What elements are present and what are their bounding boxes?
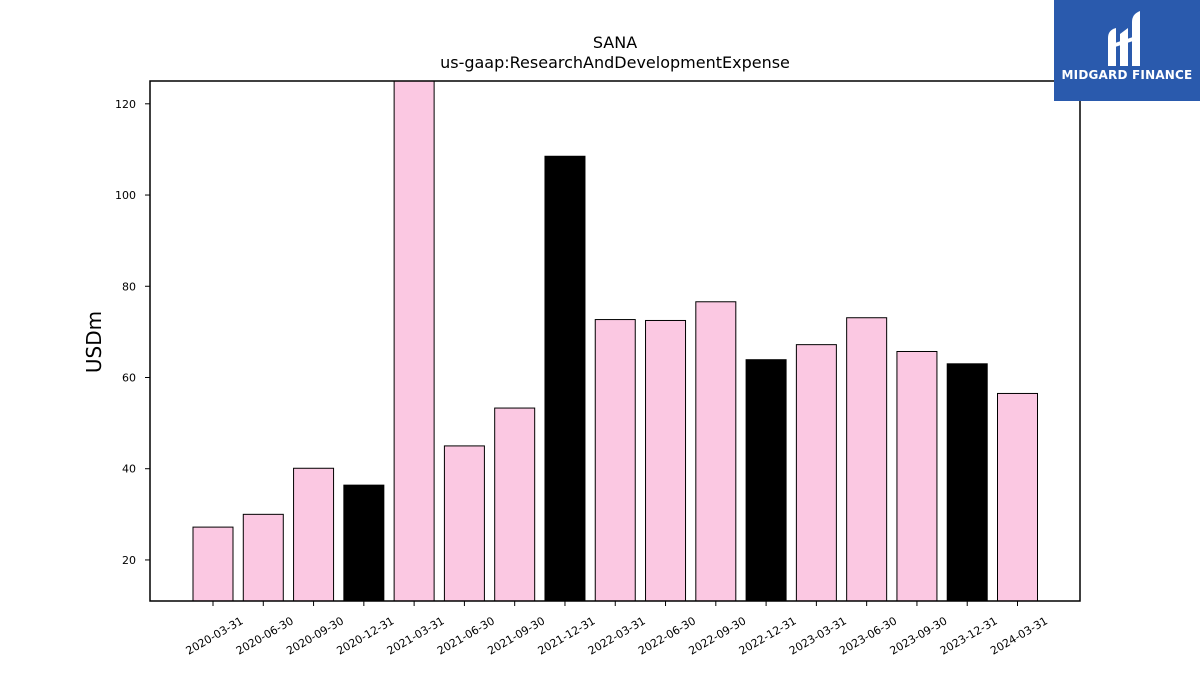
plot-frame	[149, 80, 1081, 602]
y-tick-label: 80	[122, 280, 136, 293]
bar-2020-06-30	[242, 513, 284, 602]
y-tick-label: 20	[122, 554, 136, 567]
bar-2021-09-30	[494, 407, 536, 602]
bar-2021-12-31	[544, 155, 586, 602]
logo-mark-icon	[1108, 11, 1140, 66]
bar-2023-06-30	[846, 317, 888, 602]
bar-2023-09-30	[896, 350, 938, 602]
bar-2020-09-30	[293, 467, 335, 602]
bars-group	[192, 80, 1038, 602]
bar-2020-12-31	[343, 484, 385, 602]
y-axis-ticks: 20 40 60 80 100 120	[115, 98, 150, 567]
x-tick-label: 2024-03-31	[988, 614, 1050, 657]
bar-2021-03-31	[393, 80, 435, 602]
y-axis-label: USDm	[82, 311, 106, 373]
chart-subtitle: us-gaap:ResearchAndDevelopmentExpense	[440, 53, 790, 72]
bar-2021-06-30	[443, 445, 485, 602]
bar-2022-09-30	[695, 301, 737, 602]
midgard-finance-logo: MIDGARD FINANCE	[1054, 0, 1200, 101]
chart-title: SANA	[593, 33, 637, 52]
y-tick-label: 120	[115, 98, 136, 111]
y-tick-label: 100	[115, 189, 136, 202]
bar-2020-03-31	[192, 526, 234, 602]
bar-2024-03-31	[997, 392, 1038, 602]
bar-2023-12-31	[946, 363, 988, 602]
y-tick-label: 60	[122, 371, 136, 384]
bar-2023-03-31	[795, 344, 837, 602]
bar-2022-06-30	[645, 319, 687, 602]
logo-text: MIDGARD FINANCE	[1061, 68, 1193, 82]
bar-2022-03-31	[594, 319, 636, 602]
bar-2022-12-31	[745, 359, 787, 602]
y-tick-label: 40	[122, 463, 136, 476]
x-axis-ticks: 2020-03-312020-06-302020-09-302020-12-31…	[184, 601, 1050, 658]
